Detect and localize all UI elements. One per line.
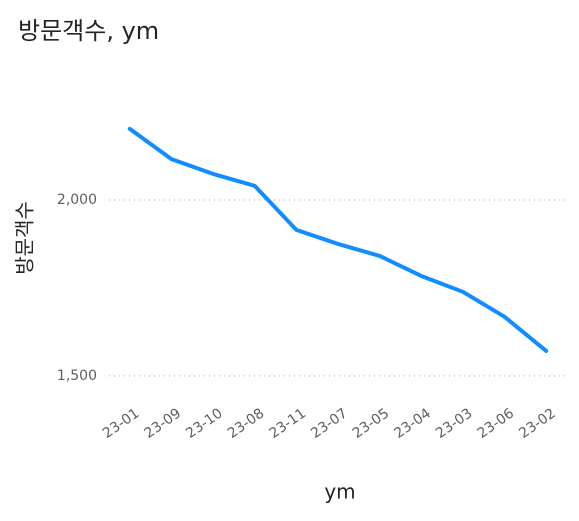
x-tick-label: 23-05 (350, 405, 393, 441)
line (127, 126, 549, 353)
y-axis-title: 방문객수 (13, 201, 37, 275)
x-tick-label: 23-02 (516, 405, 559, 441)
y-tick-label: 2,000 (57, 192, 97, 208)
x-tick-label: 23-08 (225, 405, 268, 441)
x-tick-label: 23-07 (308, 405, 351, 441)
x-tick-label: 23-04 (391, 405, 434, 441)
y-tick-label: 1,500 (57, 368, 97, 384)
x-tick-label: 23-03 (433, 405, 476, 441)
x-tick-label: 23-10 (183, 405, 226, 441)
x-axis-title: ym (324, 480, 355, 504)
x-tick-label: 23-01 (100, 405, 143, 441)
x-tick-label: 23-11 (266, 405, 309, 441)
x-tick-label: 23-09 (142, 405, 185, 441)
chart-title: 방문객수, ym (18, 17, 159, 45)
x-tick-label: 23-06 (475, 405, 518, 441)
